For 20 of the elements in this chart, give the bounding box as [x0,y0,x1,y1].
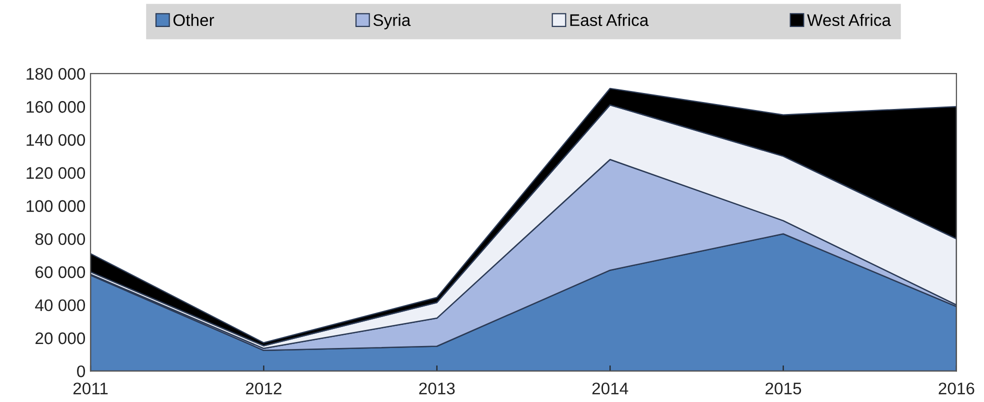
y-tick-label: 80 000 [35,233,86,246]
y-tick-label: 20 000 [36,332,86,344]
legend-label: East Africa [570,14,649,26]
x-tick-label: 2012 [246,382,282,394]
y-tick-label: 40 000 [35,299,86,312]
legend-label: West Africa [807,14,891,26]
y-tick-label: 180 000 [26,68,86,80]
legend-label: Syria [373,14,411,30]
y-tick-label: 60 000 [36,266,86,278]
x-tick-label: 2015 [766,382,802,394]
y-tick-label: 120 000 [26,167,86,179]
x-tick-label: 2014 [592,382,628,394]
y-tick-label: 100 000 [26,200,86,212]
x-tick-label: 2013 [419,382,455,394]
y-tick-label: 0 [77,365,86,378]
y-tick-label: 140 000 [26,134,86,146]
legend-label: Other [173,14,214,26]
y-tick-label: 160 000 [26,101,86,113]
x-tick-label: 2016 [938,382,974,394]
x-tick-label: 2011 [73,382,108,394]
